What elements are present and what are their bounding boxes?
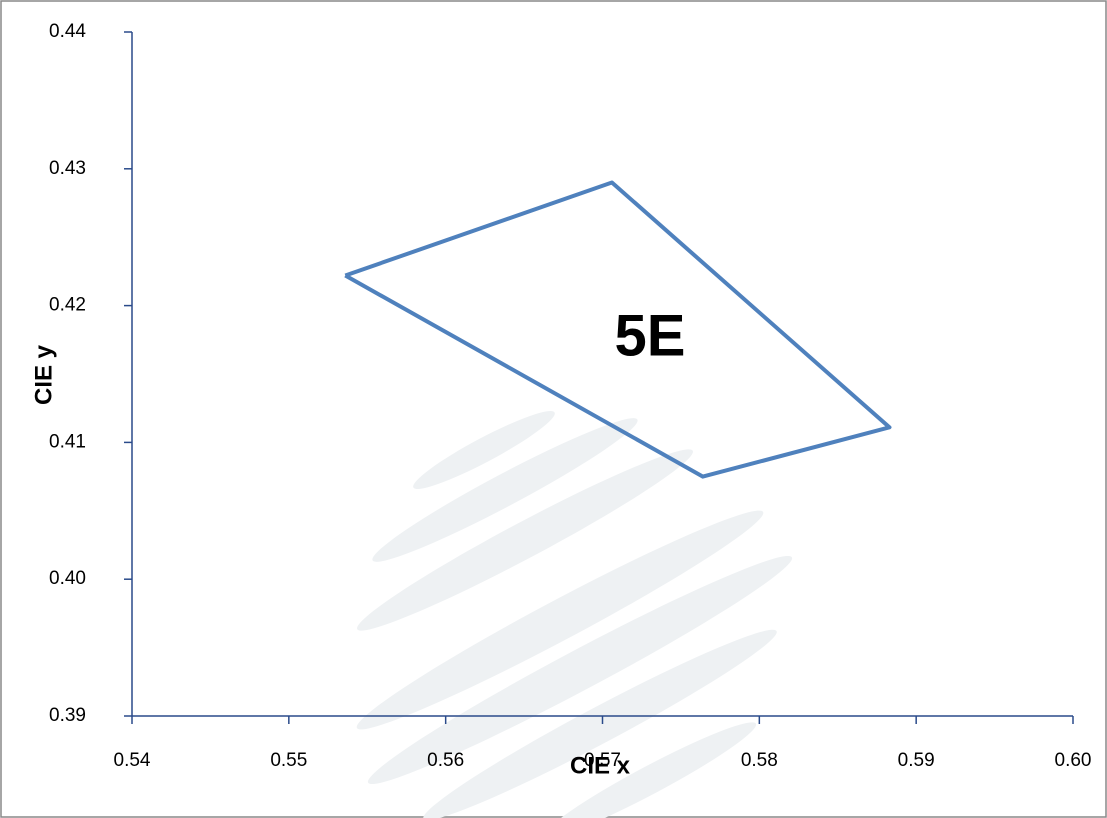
y-tick-label: 0.39 xyxy=(49,705,86,726)
y-tick-label: 0.43 xyxy=(49,158,86,179)
series-line xyxy=(344,180,892,479)
x-tick-label: 0.56 xyxy=(427,750,464,771)
x-tick-label: 0.54 xyxy=(114,750,151,771)
x-tick-label: 0.59 xyxy=(898,750,935,771)
x-tick-label: 0.58 xyxy=(741,750,778,771)
y-axis-title: CIE y xyxy=(30,344,57,405)
y-tick-label: 0.41 xyxy=(49,431,86,452)
x-tick-label: 0.57 xyxy=(584,750,621,771)
x-axis-title: CIE x xyxy=(570,752,631,779)
annotation: 5E xyxy=(615,303,686,368)
x-tick-label: 0.55 xyxy=(270,750,307,771)
y-tick-label: 0.42 xyxy=(49,295,86,316)
watermark xyxy=(356,410,793,818)
y-tick-label: 0.44 xyxy=(49,21,86,42)
x-tick-label: 0.60 xyxy=(1055,750,1092,771)
y-tick-label: 0.40 xyxy=(49,568,86,589)
